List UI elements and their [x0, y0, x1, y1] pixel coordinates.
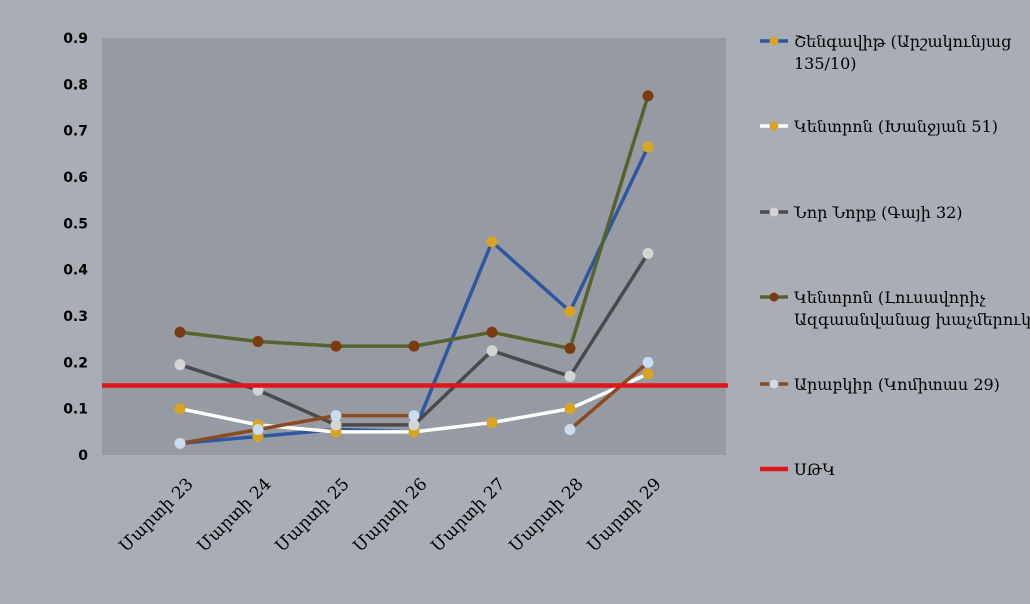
legend-label: Ազգաանվանաց խաչմերուկ) — [794, 310, 1030, 329]
legend-item: Կենտրոն (Լուսավորիչ Ազգաանվանաց խաչմերուկ… — [760, 288, 1030, 329]
legend-marker — [769, 121, 779, 131]
data-point — [564, 403, 576, 415]
data-point — [564, 370, 576, 382]
data-point — [642, 141, 654, 153]
legend-label: 135/10) — [794, 54, 857, 73]
legend-label: Նոր Նորք (Գայի 32) — [793, 203, 963, 222]
x-tick-label: Մարտի 25 — [272, 474, 354, 556]
legend-item-reference: ՍԹԿ — [760, 460, 835, 479]
y-tick-label: 0.1 — [63, 402, 88, 418]
legend-item: Արաբկիր (Կոմիտաս 29) — [760, 375, 1000, 394]
data-point — [564, 424, 576, 436]
data-point — [408, 419, 420, 431]
legend-label: Շենգավիթ (Արշակունյաց — [794, 32, 1011, 51]
plot-area — [102, 38, 726, 455]
y-tick-label: 0.8 — [63, 77, 88, 93]
data-point — [564, 342, 576, 354]
data-point — [486, 345, 498, 357]
series-line — [179, 413, 414, 446]
data-point — [174, 359, 186, 371]
data-point — [486, 417, 498, 429]
legend-item: Նոր Նորք (Գայի 32) — [760, 203, 963, 222]
legend-marker — [769, 36, 779, 46]
x-tick-label: Մարտի 24 — [194, 474, 276, 556]
data-point — [642, 368, 654, 380]
data-point — [330, 340, 342, 352]
y-tick-label: 0.6 — [63, 170, 88, 186]
data-point — [174, 437, 186, 449]
data-point — [252, 424, 264, 436]
data-point — [486, 326, 498, 338]
legend-label: ՍԹԿ — [794, 460, 835, 479]
x-tick-label: Մարտի 26 — [350, 474, 432, 556]
data-point — [642, 356, 654, 368]
y-tick-label: 0.7 — [63, 124, 88, 140]
series-5 — [179, 361, 650, 446]
data-point — [408, 410, 420, 422]
data-point — [330, 419, 342, 431]
data-point — [252, 335, 264, 347]
y-tick-label: 0.2 — [63, 355, 88, 371]
legend-item: Կենտրոն (Խանջյան 51) — [760, 117, 998, 136]
data-point — [564, 305, 576, 317]
series-line — [568, 361, 650, 431]
x-tick-label: Մարտի 23 — [116, 474, 198, 556]
x-tick-label: Մարտի 29 — [584, 474, 666, 556]
data-point — [174, 326, 186, 338]
data-point — [486, 236, 498, 248]
y-tick-label: 0.5 — [63, 216, 88, 232]
legend-label: Կենտրոն (Լուսավորիչ — [794, 288, 986, 307]
y-tick-label: 0.4 — [63, 263, 88, 279]
x-tick-label: Մարտի 27 — [428, 474, 510, 556]
data-point — [408, 340, 420, 352]
data-point — [642, 247, 654, 259]
legend-marker — [769, 292, 779, 302]
legend-label: Արաբկիր (Կոմիտաս 29) — [794, 375, 1000, 394]
y-tick-label: 0 — [78, 448, 88, 464]
data-point — [642, 90, 654, 102]
legend-item: Շենգավիթ (Արշակունյաց 135/10) — [760, 32, 1011, 73]
y-tick-label: 0.9 — [63, 31, 88, 47]
y-tick-label: 0.3 — [63, 309, 88, 325]
legend-label: Կենտրոն (Խանջյան 51) — [794, 117, 998, 136]
legend-marker — [769, 207, 779, 217]
data-point — [174, 403, 186, 415]
data-point — [330, 410, 342, 422]
x-tick-label: Մարտի 28 — [506, 474, 588, 556]
legend-marker — [769, 379, 779, 389]
